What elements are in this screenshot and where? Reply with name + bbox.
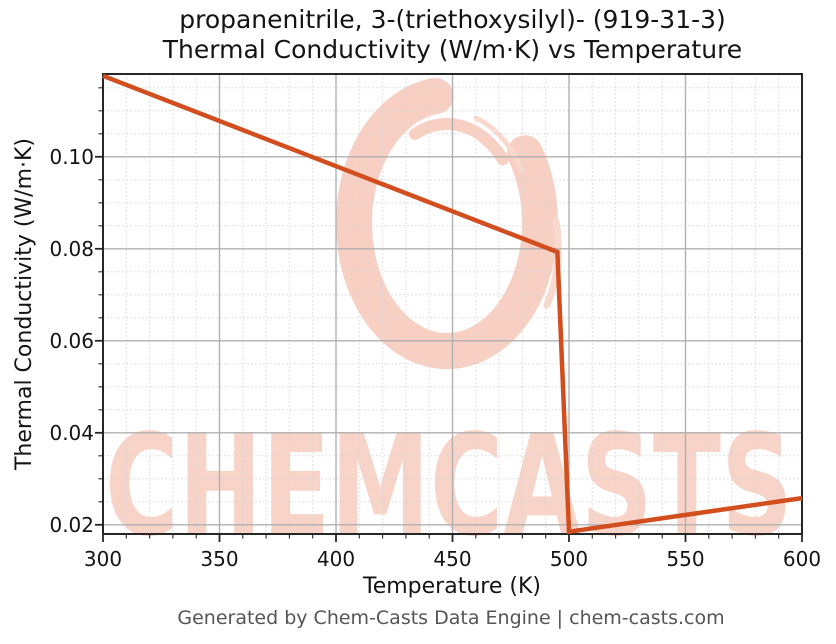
x-tick-label: 500 [550,547,588,571]
x-tick-label: 600 [783,547,821,571]
y-tick-label: 0.04 [49,421,94,445]
x-tick-label: 450 [433,547,471,571]
chart-title: propanenitrile, 3-(triethoxysilyl)- (919… [103,5,802,65]
watermark: CHEMCASTS [105,78,793,568]
x-tick-label: 350 [200,547,238,571]
y-tick-label: 0.08 [49,237,94,261]
footer-credit: Generated by Chem-Casts Data Engine | ch… [177,607,725,629]
y-tick-labels: 0.02 0.04 0.06 0.08 0.10 [49,145,94,537]
plot-border [102,73,803,535]
x-axis-label: Temperature (K) [362,574,541,599]
chart-title-line2: Thermal Conductivity (W/m·K) vs Temperat… [162,35,743,64]
watermark-swirl-inner-arc [409,118,509,166]
conductivity-line-series [102,73,803,535]
x-tick-labels: 300 350 400 450 500 550 600 [84,547,821,571]
y-tick-label: 0.02 [49,513,94,537]
chart-title-line1: propanenitrile, 3-(triethoxysilyl)- (919… [179,5,726,34]
x-tick-label: 550 [666,547,704,571]
watermark-swirl-logo [336,78,559,369]
watermark-text: CHEMCASTS [105,405,793,568]
y-axis-label: Thermal Conductivity (W/m·K) [12,138,37,471]
y-tick-label: 0.06 [49,329,94,353]
x-tick-label: 400 [317,547,355,571]
y-tick-label: 0.10 [49,145,94,169]
x-tick-label: 300 [84,547,122,571]
watermark-swirl-thin-arc [473,115,525,173]
